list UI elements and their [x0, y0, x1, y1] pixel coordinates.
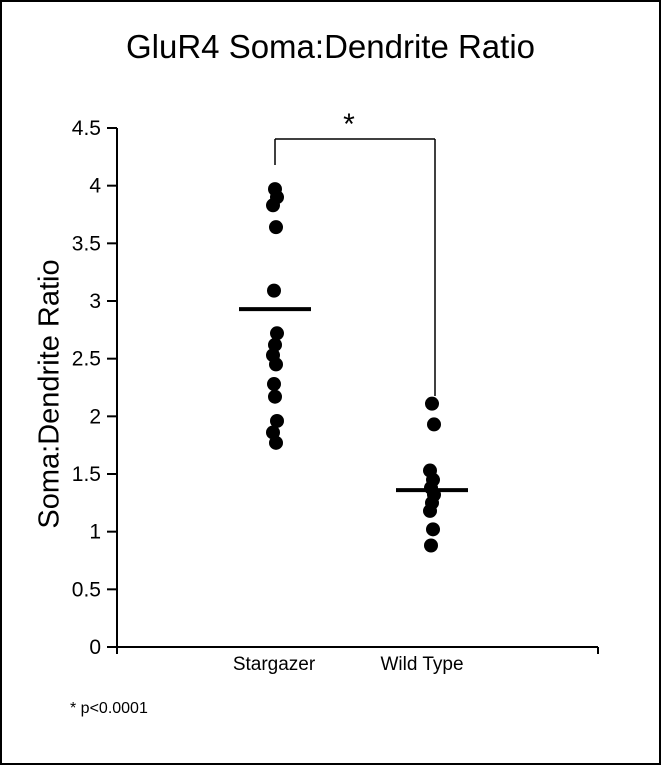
- significance-footnote: * p<0.0001: [70, 700, 148, 717]
- data-point-stargazer: [266, 198, 280, 213]
- x-category-label-wild-type: Wild Type: [380, 654, 464, 675]
- data-point-stargazer: [268, 389, 282, 404]
- y-tick-label: 1.5: [72, 463, 101, 486]
- data-point-wild-type: [426, 522, 440, 537]
- data-point-stargazer: [268, 337, 282, 352]
- chart-title: GluR4 Soma:Dendrite Ratio: [125, 28, 536, 65]
- data-point-wild-type: [424, 538, 438, 553]
- y-tick-label: 4: [89, 175, 101, 198]
- y-tick-label: 1: [89, 521, 101, 544]
- data-point-stargazer: [270, 413, 284, 428]
- data-point-wild-type: [427, 417, 441, 432]
- y-tick-label: 0.5: [72, 578, 101, 601]
- y-tick-label: 0: [89, 636, 101, 659]
- y-tick-label: 2: [89, 405, 101, 428]
- y-tick-label: 3.5: [72, 232, 101, 255]
- y-tick-label: 4.5: [72, 117, 101, 140]
- x-category-label-stargazer: Stargazer: [232, 654, 316, 675]
- data-point-stargazer: [270, 326, 284, 341]
- significance-asterisk: *: [343, 108, 355, 141]
- data-point-stargazer: [267, 377, 281, 392]
- y-tick-label: 2.5: [72, 348, 101, 371]
- data-point-stargazer: [269, 435, 283, 450]
- data-point-wild-type: [423, 503, 437, 518]
- data-point-wild-type: [425, 396, 439, 411]
- data-point-stargazer: [269, 220, 283, 235]
- data-point-stargazer: [267, 283, 281, 298]
- y-tick-label: 3: [89, 290, 101, 313]
- data-point-stargazer: [269, 357, 283, 372]
